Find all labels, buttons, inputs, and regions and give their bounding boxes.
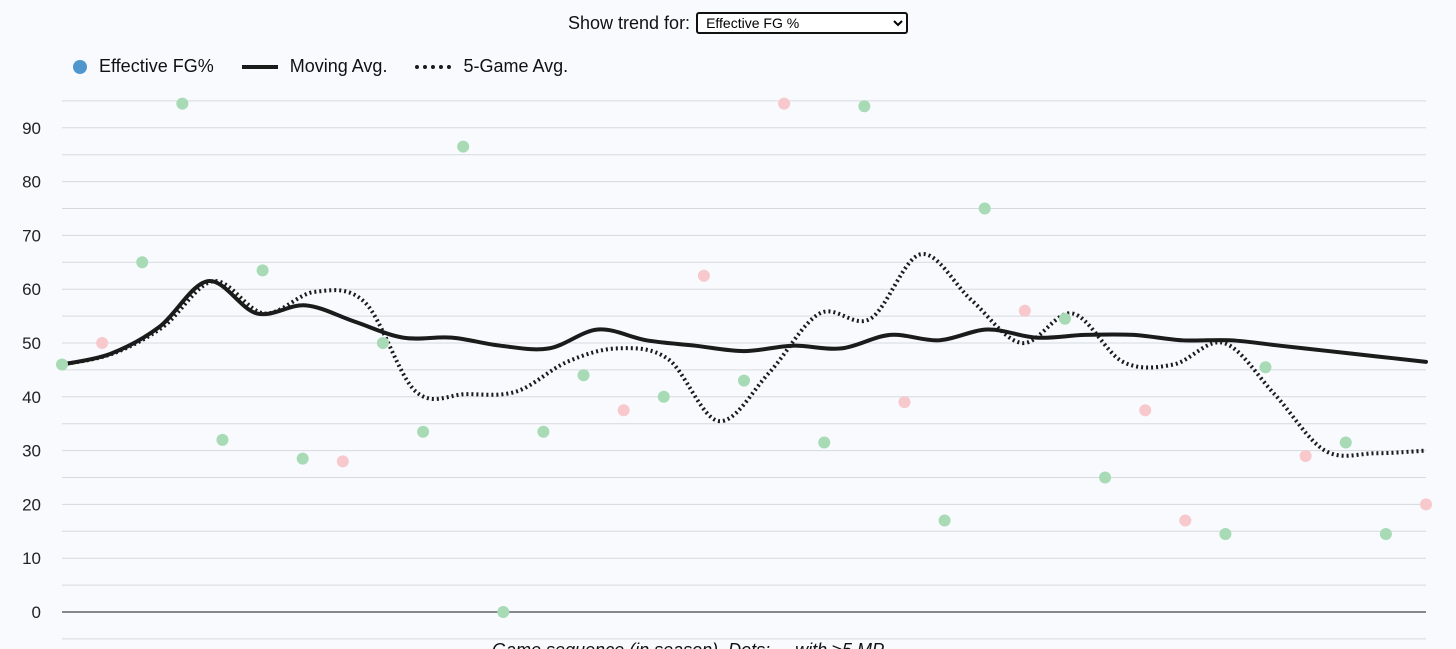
legend-effective-fg: Effective FG% bbox=[73, 56, 214, 77]
legend-label-five-game-avg: 5-Game Avg. bbox=[463, 56, 569, 76]
game-point-27 bbox=[1099, 471, 1112, 484]
y-tick-label: 60 bbox=[22, 280, 41, 299]
game-point-21 bbox=[858, 100, 871, 113]
y-tick-label: 40 bbox=[22, 388, 41, 407]
game-point-24 bbox=[978, 202, 991, 215]
y-tick-label: 10 bbox=[22, 549, 41, 568]
game-point-32 bbox=[1299, 449, 1312, 462]
game-point-4 bbox=[176, 97, 189, 110]
metric-select[interactable]: Effective FG % bbox=[696, 12, 909, 34]
game-point-3 bbox=[136, 256, 149, 269]
game-point-31 bbox=[1259, 361, 1272, 374]
legend-solid-line-icon bbox=[241, 64, 278, 69]
y-tick-label: 70 bbox=[22, 226, 41, 245]
game-point-28 bbox=[1139, 404, 1152, 417]
game-point-15 bbox=[617, 404, 630, 417]
trend-control: Show trend for: Effective FG % bbox=[568, 12, 909, 34]
game-point-11 bbox=[457, 140, 470, 153]
game-point-13 bbox=[537, 425, 550, 438]
game-point-19 bbox=[778, 97, 791, 110]
trend-label: Show trend for: bbox=[568, 12, 691, 33]
game-point-26 bbox=[1058, 312, 1071, 325]
game-point-8 bbox=[336, 455, 349, 468]
game-point-14 bbox=[577, 369, 590, 382]
game-point-18 bbox=[738, 374, 750, 387]
game-point-35 bbox=[1420, 498, 1432, 511]
game-point-1 bbox=[56, 358, 68, 371]
legend: Effective FG% Moving Avg. 5-Game Avg. bbox=[73, 56, 568, 77]
x-axis-label: Game sequence (in season). Dots: ... wit… bbox=[492, 640, 884, 649]
y-tick-label: 30 bbox=[22, 442, 41, 461]
legend-label-moving-avg: Moving Avg. bbox=[289, 56, 388, 76]
game-point-10 bbox=[417, 425, 430, 438]
game-point-30 bbox=[1219, 527, 1232, 540]
game-point-25 bbox=[1018, 304, 1031, 317]
game-point-12 bbox=[497, 606, 510, 618]
game-point-7 bbox=[296, 452, 309, 465]
game-point-33 bbox=[1339, 436, 1352, 449]
game-point-20 bbox=[818, 436, 831, 449]
legend-label-effective-fg: Effective FG% bbox=[99, 56, 214, 76]
y-tick-label: 80 bbox=[22, 173, 41, 192]
five-game-average-line bbox=[61, 252, 1427, 458]
game-point-16 bbox=[657, 390, 670, 403]
moving-average-line bbox=[60, 279, 1428, 367]
legend-moving-avg: Moving Avg. bbox=[241, 56, 388, 77]
y-tick-label: 50 bbox=[22, 334, 41, 353]
game-point-5 bbox=[216, 433, 229, 446]
game-point-34 bbox=[1379, 527, 1392, 540]
y-tick-label: 0 bbox=[32, 603, 41, 622]
game-point-9 bbox=[376, 337, 389, 349]
legend-dot-icon bbox=[73, 59, 87, 74]
game-point-22 bbox=[898, 396, 911, 409]
game-point-6 bbox=[256, 264, 269, 277]
game-point-2 bbox=[96, 337, 109, 349]
legend-dotted-line-icon bbox=[415, 64, 452, 69]
game-point-17 bbox=[697, 269, 710, 282]
y-tick-label: 90 bbox=[22, 119, 41, 138]
game-point-23 bbox=[938, 514, 951, 527]
legend-five-game-avg: 5-Game Avg. bbox=[415, 56, 568, 77]
game-point-29 bbox=[1179, 514, 1192, 527]
y-tick-label: 20 bbox=[22, 495, 41, 514]
